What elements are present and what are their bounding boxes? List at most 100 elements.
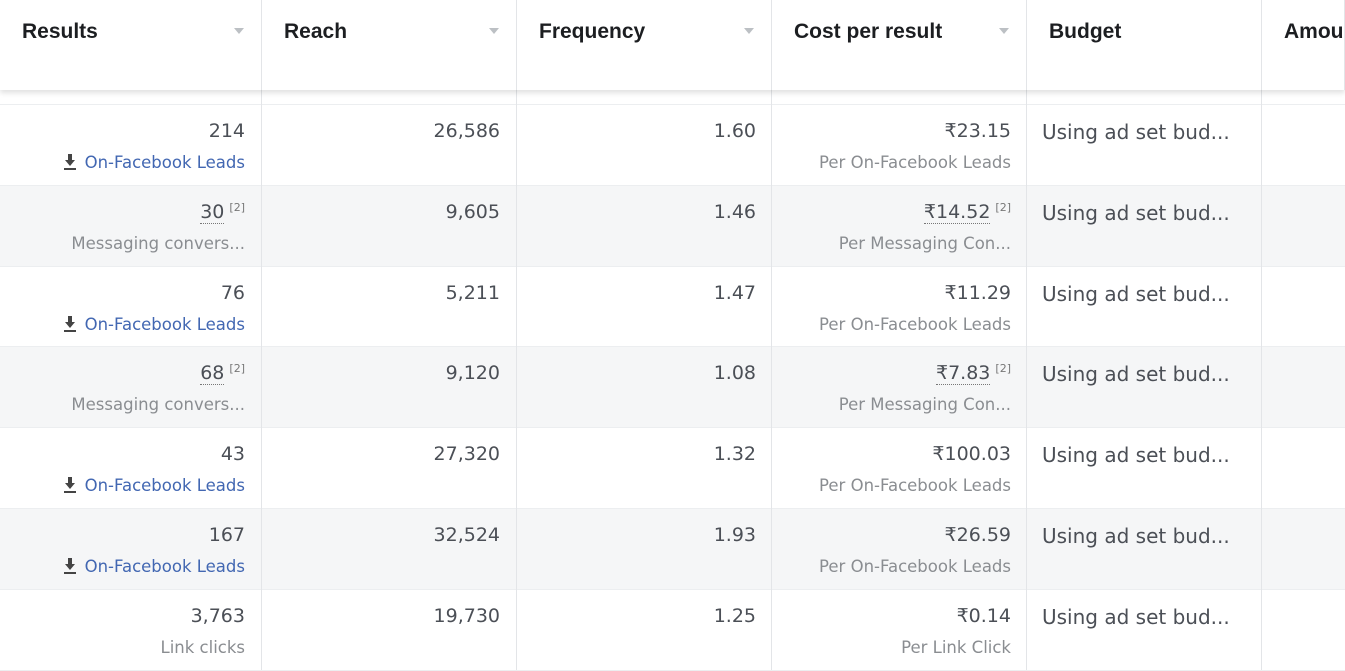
cell-value: ₹11.29 [945, 282, 1011, 304]
value-text: ₹14.52 [923, 200, 991, 224]
budget: Using ad set bud... [1042, 524, 1230, 548]
value-text: ₹100.03 [932, 443, 1011, 466]
cost-type: Per On-Facebook Leads [819, 476, 1011, 496]
column-title: Reach [284, 20, 348, 43]
column-title: Amou [1284, 20, 1344, 43]
column-header[interactable]: Cost per result [772, 0, 1027, 90]
value-text: 30 [200, 200, 225, 224]
value-text: 9,120 [445, 362, 500, 385]
column-header[interactable]: Frequency [517, 0, 772, 90]
partial-row [0, 90, 1345, 105]
value-text: 68 [200, 362, 225, 386]
value-text: 1.32 [713, 443, 756, 466]
results-type: On-Facebook Leads [63, 153, 245, 172]
cost-type: Per Messaging Con... [838, 233, 1011, 253]
value-text: ₹26.59 [944, 524, 1011, 546]
results-link[interactable]: On-Facebook Leads [84, 557, 245, 576]
cost-type: Per On-Facebook Leads [819, 153, 1011, 172]
cell-value: ₹14.52 [2] [923, 200, 1011, 224]
table-row: 214 On-Facebook Leads 26,586 1.60 ₹23.15 Per … [0, 105, 1345, 186]
value-text: 167 [208, 524, 245, 546]
cell-value: 214 [209, 120, 245, 142]
cell-value: 1.08 [714, 362, 756, 384]
download-icon [63, 477, 76, 494]
cell-value: 1.46 [714, 201, 756, 223]
cell-value: 43 [221, 443, 245, 465]
column-divider [1026, 90, 1027, 670]
cell-value: 1.60 [714, 120, 756, 142]
value-text: 5,211 [445, 281, 500, 304]
cell-value: 27,320 [434, 443, 500, 465]
value-text: ₹7.83 [936, 362, 991, 386]
cost-type: Per On-Facebook Leads [819, 557, 1011, 576]
cell-value: 1.25 [714, 605, 756, 627]
budget: Using ad set bud... [1042, 604, 1230, 629]
download-icon [63, 315, 76, 332]
cell-value: 1.93 [714, 524, 756, 546]
cost-type: Per Link Click [901, 637, 1011, 657]
value-text: ₹0.14 [956, 604, 1011, 627]
column-header[interactable]: Amou [1262, 0, 1345, 90]
cell-value: 32,524 [434, 524, 500, 546]
value-text: 27,320 [433, 443, 500, 466]
table-row: 167 On-Facebook Leads 32,524 1.93 ₹26.59 Per … [0, 509, 1345, 590]
results-link[interactable]: On-Facebook Leads [84, 153, 245, 172]
results-link[interactable]: On-Facebook Leads [84, 476, 245, 496]
download-icon [63, 558, 76, 574]
column-divider [771, 90, 772, 670]
value-text: 3,763 [190, 604, 245, 627]
value-text: 43 [220, 443, 245, 466]
table-row: 3,763 Link clicks 19,730 1.25 ₹0.14 Per Link … [0, 589, 1345, 671]
value-text: 1.93 [713, 524, 756, 546]
cell-value: 68 [2] [200, 362, 245, 386]
footnote: [2] [995, 362, 1011, 376]
results-type: Link clicks [161, 638, 246, 657]
results-link[interactable]: On-Facebook Leads [84, 314, 245, 334]
budget: Using ad set bud... [1042, 281, 1230, 306]
cell-value: 3,763 [191, 605, 245, 627]
value-text: 1.46 [713, 200, 756, 223]
table-row: 30 [2] Messaging convers... 9,605 1.46 ₹14.52… [0, 185, 1345, 267]
column-divider [516, 90, 517, 670]
budget: Using ad set bud... [1042, 120, 1230, 144]
value-text: 19,730 [433, 604, 500, 627]
value-text: 1.60 [713, 120, 756, 142]
cost-type: Per Messaging Con... [838, 395, 1011, 415]
sort-arrow [234, 28, 244, 34]
footnote: [2] [995, 200, 1011, 214]
value-text: 214 [208, 120, 245, 142]
results-type: Messaging convers... [71, 395, 245, 414]
value-text: 26,586 [433, 120, 500, 142]
budget: Using ad set bud... [1042, 443, 1230, 468]
table-row: 68 [2] Messaging convers... 9,120 1.08 ₹7.83 [… [0, 347, 1345, 429]
value-text: 1.47 [713, 281, 756, 304]
cell-value: 30 [2] [200, 200, 245, 224]
results-type-text: Messaging convers... [71, 395, 245, 415]
value-text: 32,524 [433, 524, 500, 546]
cell-value: ₹7.83 [2] [936, 362, 1011, 386]
sort-arrow [489, 28, 499, 34]
cell-value: ₹23.15 [945, 120, 1011, 142]
column-header[interactable]: Results [0, 0, 262, 90]
cell-value: 5,211 [446, 282, 500, 304]
column-header[interactable]: Reach [262, 0, 517, 90]
column-title: Cost per result [794, 20, 943, 43]
column-title: Budget [1049, 20, 1122, 43]
budget: Using ad set bud... [1042, 200, 1230, 225]
budget: Using ad set bud... [1042, 362, 1230, 387]
table-row: 76 On-Facebook Leads 5,211 1.47 ₹11.29 Per On… [0, 266, 1345, 348]
column-header[interactable]: Budget [1027, 0, 1262, 90]
cell-value: 76 [221, 282, 245, 304]
cost-type: Per On-Facebook Leads [819, 314, 1011, 334]
results-type: On-Facebook Leads [63, 315, 245, 334]
value-text: ₹11.29 [944, 281, 1011, 304]
results-type-text: Link clicks [160, 637, 246, 657]
cell-value: 9,120 [446, 362, 500, 384]
cell-value: ₹100.03 [932, 443, 1011, 465]
value-text: 9,605 [445, 200, 500, 223]
footnote: [2] [229, 200, 245, 214]
column-title: Frequency [539, 20, 646, 43]
value-text: 1.25 [713, 604, 756, 627]
value-text: 76 [220, 281, 245, 304]
